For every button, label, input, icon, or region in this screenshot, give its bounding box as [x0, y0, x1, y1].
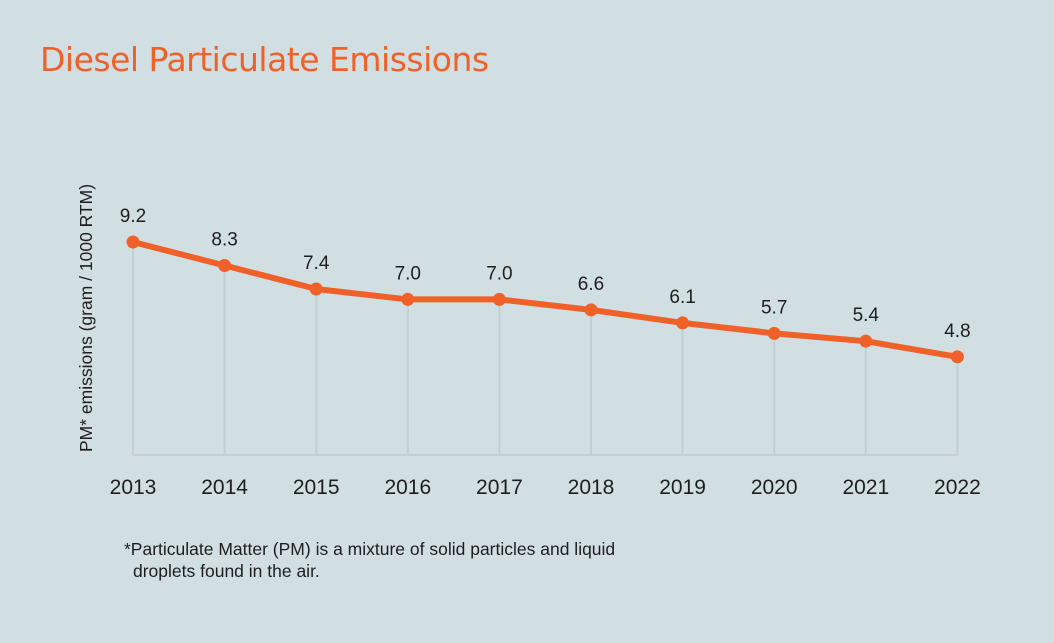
data-point — [492, 292, 506, 306]
data-label: 8.3 — [211, 229, 237, 250]
data-label: 5.7 — [761, 297, 787, 318]
data-label: 7.4 — [303, 253, 330, 274]
footnote-line-2: droplets found in the air. — [133, 561, 320, 581]
x-tick-label: 2015 — [293, 476, 340, 499]
series-line — [130, 239, 961, 360]
data-point — [859, 334, 873, 348]
footnote-line-1: *Particulate Matter (PM) is a mixture of… — [124, 539, 616, 559]
data-point — [309, 282, 323, 296]
data-label: 4.8 — [944, 321, 970, 342]
y-axis-label: PM* emissions (gram / 1000 RTM) — [76, 184, 96, 452]
chart-title: Diesel Particulate Emissions — [40, 40, 489, 79]
x-tick-label: 2013 — [110, 476, 157, 499]
x-tick-label: 2014 — [201, 476, 248, 499]
data-label: 9.2 — [120, 206, 146, 227]
data-point — [584, 303, 598, 317]
data-point — [218, 258, 232, 272]
x-tick-label: 2017 — [476, 476, 523, 499]
data-label: 7.0 — [395, 263, 421, 284]
data-label: 6.6 — [578, 274, 604, 295]
data-label: 6.1 — [669, 287, 695, 308]
x-tick-label: 2021 — [842, 476, 889, 499]
data-point — [767, 326, 781, 340]
data-point — [401, 292, 415, 306]
x-tick-label: 2020 — [751, 476, 798, 499]
data-point — [126, 235, 140, 249]
footnote: *Particulate Matter (PM) is a mixture of… — [124, 538, 615, 582]
x-tick-label: 2022 — [934, 476, 981, 499]
data-label: 7.0 — [486, 263, 512, 284]
x-tick-label: 2018 — [568, 476, 615, 499]
data-point — [950, 350, 964, 364]
data-point — [676, 316, 690, 330]
x-tick-label: 2019 — [659, 476, 706, 499]
x-tick-label: 2016 — [384, 476, 431, 499]
data-label: 5.4 — [853, 305, 880, 326]
